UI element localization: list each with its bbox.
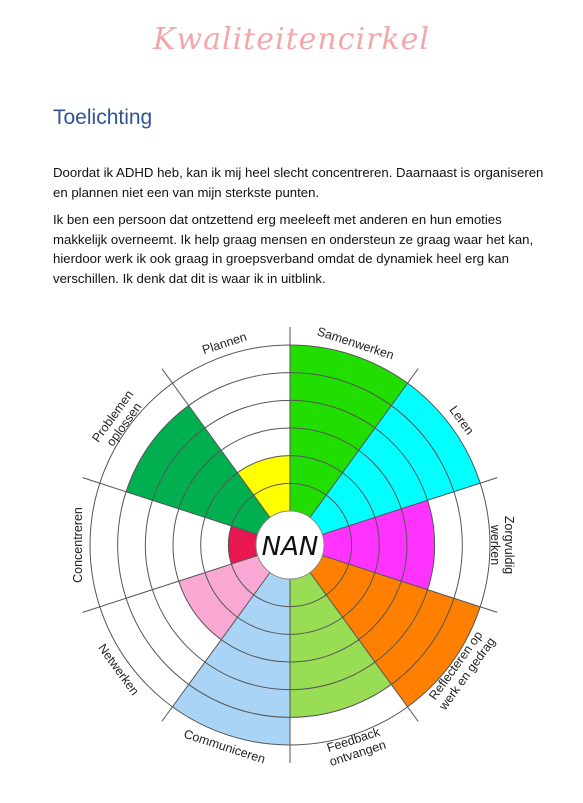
sector-netwerken <box>178 555 271 640</box>
quality-wheel: SamenwerkenLerenZorgvuldigwerkenReflecte… <box>71 324 516 769</box>
wheel-spoke <box>161 368 271 518</box>
wheel-label-problemen-oplossen: Problemenoplossen <box>89 388 147 453</box>
sector-plannen <box>237 455 290 518</box>
wheel-label-concentreren: Concentreren <box>71 507 85 583</box>
sector-zorgvuldig-werken <box>322 500 435 590</box>
wheel-spoke <box>82 555 258 613</box>
wheel-label-feedback-ontvangen: Feedbackontvangen <box>323 724 387 769</box>
wheel-spokes <box>82 327 498 763</box>
sector-feedback-ontvangen <box>290 572 392 718</box>
wheel-spoke <box>82 477 258 535</box>
section-heading: Toelichting <box>53 106 153 129</box>
wheel-spoke <box>309 572 419 722</box>
sector-samenwerken <box>290 345 408 518</box>
wheel-label-netwerken: Netwerken <box>95 641 141 698</box>
document-title: Kwaliteitencirkel <box>153 22 430 57</box>
wheel-spoke <box>309 368 419 518</box>
paragraph-1: Doordat ik ADHD heb, kan ik mij heel sle… <box>53 165 544 200</box>
wheel-label-zorgvuldig-werken: Zorgvuldigwerken <box>488 516 516 574</box>
wheel-label-plannen: Plannen <box>201 330 249 358</box>
paragraph-2: Ik ben een persoon dat ontzettend erg me… <box>53 212 534 286</box>
sector-communiceren <box>172 572 290 745</box>
sector-problemen-oplossen <box>126 405 271 535</box>
sector-concentreren <box>228 525 258 565</box>
wheel-spoke <box>161 572 271 722</box>
wheel-spoke <box>322 477 498 535</box>
center-name: NAN <box>262 532 319 562</box>
wheel-spoke <box>322 555 498 613</box>
wheel-center <box>255 510 325 580</box>
